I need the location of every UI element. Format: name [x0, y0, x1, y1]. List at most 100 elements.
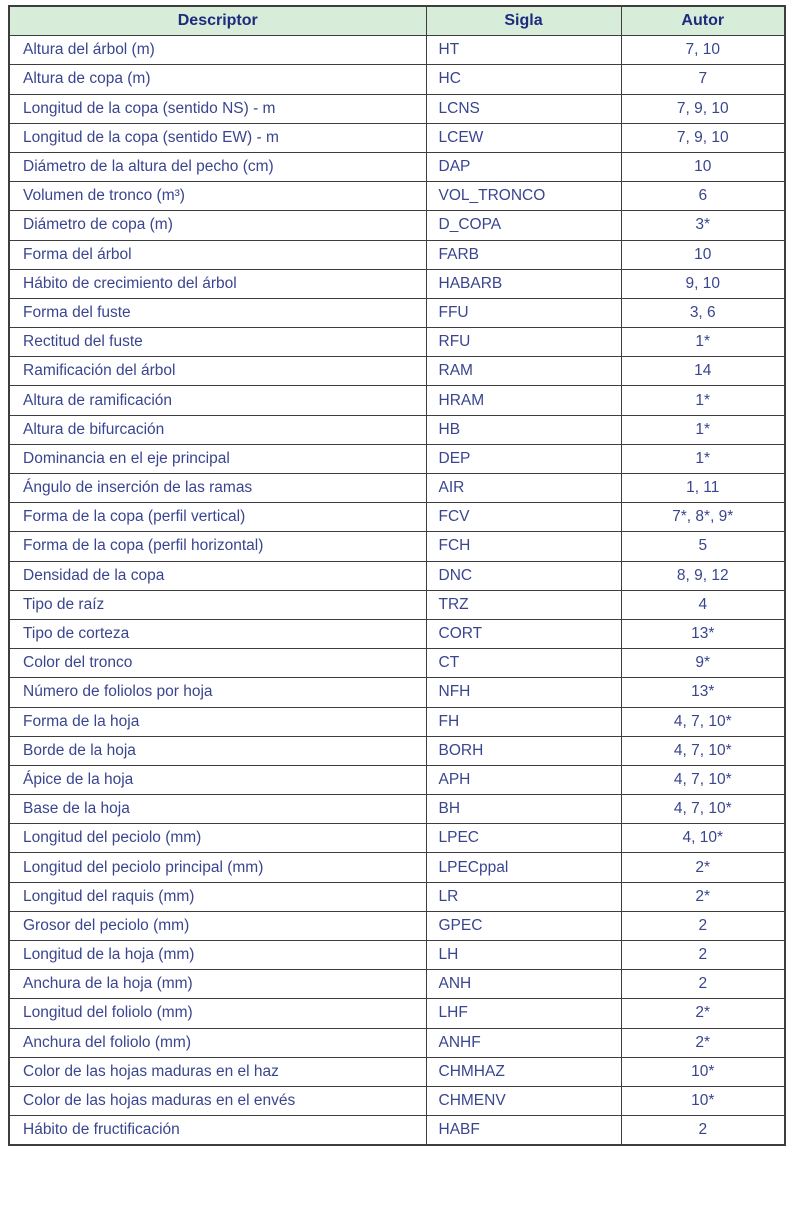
sigla-cell: APH: [425, 764, 622, 796]
sigla-cell: CT: [425, 648, 622, 679]
descriptor-cell: Ramificación del árbol: [8, 356, 427, 387]
table-row: Rectitud del fuste RFU 1*: [8, 327, 786, 358]
table-row: Tipo de corteza CORT 13*: [8, 618, 786, 650]
sigla-cell: GPEC: [425, 910, 622, 942]
descriptor-cell: Forma de la hoja: [8, 706, 427, 737]
autor-cell: 4, 7, 10*: [620, 735, 786, 766]
descriptor-cell: Altura de copa (m): [8, 64, 427, 95]
descriptor-cell: Tipo de corteza: [8, 618, 427, 650]
sigla-cell: CORT: [425, 618, 622, 650]
table-row: Dominancia en el eje principal DEP 1*: [8, 443, 786, 475]
sigla-cell: FARB: [425, 239, 622, 270]
sigla-cell: ANH: [425, 969, 622, 1000]
table-row: Color del tronco CT 9*: [8, 648, 786, 679]
sigla-cell: LPECppal: [425, 852, 622, 883]
autor-cell: 1*: [620, 385, 786, 416]
descriptor-cell: Base de la hoja: [8, 794, 427, 825]
sigla-cell: HC: [425, 64, 622, 95]
sigla-cell: FFU: [425, 297, 622, 329]
descriptor-cell: Longitud de la hoja (mm): [8, 939, 427, 971]
descriptor-cell: Longitud del foliolo (mm): [8, 998, 427, 1029]
autor-cell: 2*: [620, 1027, 786, 1058]
descriptor-cell: Dominancia en el eje principal: [8, 443, 427, 475]
sigla-cell: LH: [425, 939, 622, 971]
header-row: Descriptor Sigla Autor: [8, 5, 786, 37]
descriptor-cell: Grosor del peciolo (mm): [8, 910, 427, 942]
autor-cell: 3*: [620, 210, 786, 241]
descriptor-cell: Altura de ramificación: [8, 385, 427, 416]
sigla-cell: HB: [425, 414, 622, 445]
autor-cell: 9*: [620, 648, 786, 679]
descriptor-cell: Color de las hojas maduras en el envés: [8, 1085, 427, 1117]
table-row: Longitud del foliolo (mm) LHF 2*: [8, 998, 786, 1029]
table-row: Forma del árbol FARB 10: [8, 239, 786, 270]
sigla-cell: FH: [425, 706, 622, 737]
descriptor-cell: Longitud de la copa (sentido EW) - m: [8, 122, 427, 153]
table-row: Longitud del peciolo (mm) LPEC 4, 10*: [8, 823, 786, 854]
column-header-autor: Autor: [620, 5, 786, 37]
autor-cell: 2*: [620, 998, 786, 1029]
descriptor-cell: Longitud del peciolo (mm): [8, 823, 427, 854]
descriptor-cell: Hábito de crecimiento del árbol: [8, 268, 427, 299]
autor-cell: 6: [620, 181, 786, 212]
autor-cell: 2: [620, 1115, 786, 1146]
sigla-cell: LPEC: [425, 823, 622, 854]
table-row: Grosor del peciolo (mm) GPEC 2: [8, 910, 786, 942]
descriptor-cell: Diámetro de copa (m): [8, 210, 427, 241]
sigla-cell: LCNS: [425, 93, 622, 124]
descriptor-cell: Ángulo de inserción de las ramas: [8, 472, 427, 504]
sigla-cell: AIR: [425, 472, 622, 504]
autor-cell: 2*: [620, 852, 786, 883]
table-row: Longitud de la copa (sentido NS) - m LCNS…: [8, 93, 786, 124]
descriptor-cell: Forma del árbol: [8, 239, 427, 270]
table-row: Longitud de la copa (sentido EW) - m LCEW…: [8, 122, 786, 153]
table-row: Forma de la copa (perfil vertical) FCV 7*,…: [8, 502, 786, 533]
descriptor-cell: Longitud de la copa (sentido NS) - m: [8, 93, 427, 124]
descriptor-cell: Anchura de la hoja (mm): [8, 969, 427, 1000]
autor-cell: 2*: [620, 881, 786, 912]
autor-cell: 14: [620, 356, 786, 387]
sigla-cell: HRAM: [425, 385, 622, 416]
descriptor-cell: Color de las hojas maduras en el haz: [8, 1056, 427, 1087]
descriptor-cell: Hábito de fructificación: [8, 1115, 427, 1146]
sigla-cell: CHMENV: [425, 1085, 622, 1117]
autor-cell: 4, 7, 10*: [620, 794, 786, 825]
sigla-cell: LHF: [425, 998, 622, 1029]
table-row: Altura del árbol (m) HT 7, 10: [8, 35, 786, 66]
autor-cell: 10*: [620, 1085, 786, 1117]
descriptor-cell: Anchura del foliolo (mm): [8, 1027, 427, 1058]
autor-cell: 9, 10: [620, 268, 786, 299]
table-row: Base de la hoja BH 4, 7, 10*: [8, 794, 786, 825]
autor-cell: 8, 9, 12: [620, 560, 786, 591]
table-row: Ángulo de inserción de las ramas AIR 1, 11: [8, 472, 786, 504]
autor-cell: 13*: [620, 618, 786, 650]
autor-cell: 5: [620, 531, 786, 562]
descriptor-cell: Ápice de la hoja: [8, 764, 427, 796]
descriptor-cell: Rectitud del fuste: [8, 327, 427, 358]
autor-cell: 10*: [620, 1056, 786, 1087]
sigla-cell: RAM: [425, 356, 622, 387]
table-body: Altura del árbol (m) HT 7, 10 Altura de cop…: [8, 35, 786, 1146]
table-row: Forma de la copa (perfil horizontal) FCH 5: [8, 531, 786, 562]
autor-cell: 4, 7, 10*: [620, 764, 786, 796]
sigla-cell: BH: [425, 794, 622, 825]
descriptor-cell: Borde de la hoja: [8, 735, 427, 766]
autor-cell: 2: [620, 910, 786, 942]
autor-cell: 10: [620, 151, 786, 183]
descriptor-cell: Forma de la copa (perfil horizontal): [8, 531, 427, 562]
autor-cell: 7, 9, 10: [620, 93, 786, 124]
sigla-cell: FCH: [425, 531, 622, 562]
table-row: Volumen de tronco (m³) VOL_TRONCO 6: [8, 181, 786, 212]
table-row: Anchura del foliolo (mm) ANHF 2*: [8, 1027, 786, 1058]
descriptor-cell: Densidad de la copa: [8, 560, 427, 591]
column-header-sigla: Sigla: [425, 5, 622, 37]
table-row: Altura de ramificación HRAM 1*: [8, 385, 786, 416]
autor-cell: 2: [620, 939, 786, 971]
descriptor-cell: Número de foliolos por hoja: [8, 677, 427, 708]
autor-cell: 1*: [620, 443, 786, 475]
table-row: Forma de la hoja FH 4, 7, 10*: [8, 706, 786, 737]
autor-cell: 1, 11: [620, 472, 786, 504]
table-row: Hábito de crecimiento del árbol HABARB 9, …: [8, 268, 786, 299]
table-row: Diámetro de la altura del pecho (cm) DAP 1…: [8, 151, 786, 183]
descriptor-cell: Altura del árbol (m): [8, 35, 427, 66]
